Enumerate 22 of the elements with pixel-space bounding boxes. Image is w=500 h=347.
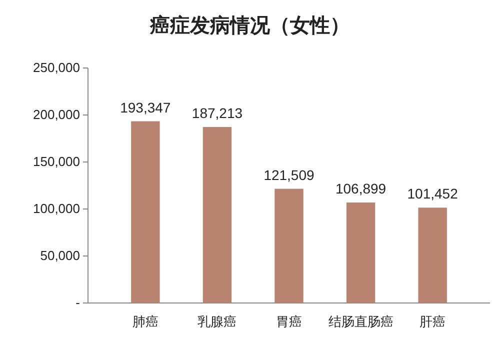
bar <box>418 208 447 303</box>
bar <box>202 127 232 303</box>
chart-title: 癌症发病情况（女性） <box>149 13 350 37</box>
y-tick-label: - <box>76 295 80 310</box>
x-tick-label: 肺癌 <box>132 314 158 330</box>
y-tick-label: 200,000 <box>33 107 80 122</box>
bar <box>346 202 376 303</box>
y-tick-label: 150,000 <box>33 154 80 170</box>
bar <box>131 121 160 303</box>
data-label: 193,347 <box>120 99 171 116</box>
x-tick-label: 肝癌 <box>420 314 446 330</box>
y-tick-label: 50,000 <box>40 248 80 264</box>
x-tick-label: 结肠直肠癌 <box>328 314 394 330</box>
data-label: 101,452 <box>407 186 458 202</box>
x-tick-label: 胃癌 <box>276 314 302 330</box>
data-label: 187,213 <box>192 105 243 122</box>
x-tick-label: 乳腺癌 <box>198 314 237 330</box>
data-label: 121,509 <box>264 166 315 183</box>
bar <box>274 188 304 303</box>
y-tick-label: 250,000 <box>33 60 80 76</box>
data-label: 106,899 <box>335 180 386 197</box>
y-tick-label: 100,000 <box>33 201 80 216</box>
